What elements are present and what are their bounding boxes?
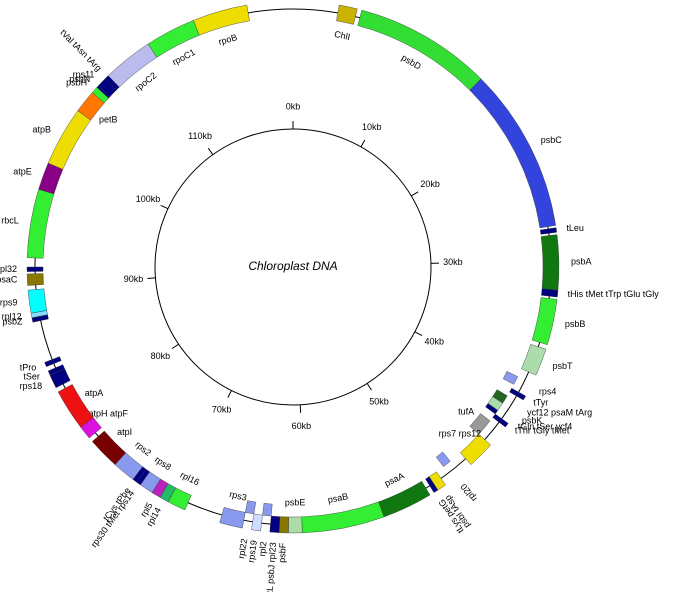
gene-label: rps18 — [20, 381, 43, 391]
gene-block — [193, 4, 250, 36]
gene-label: petL psbJ rpl23 — [264, 542, 278, 592]
gene-block — [269, 515, 281, 533]
gene-label: rpl2 — [257, 541, 269, 557]
gene-block — [425, 476, 439, 493]
gene-block — [57, 384, 94, 428]
gene-block — [44, 356, 62, 367]
gene-label: psaC — [0, 275, 18, 285]
gene-block — [47, 364, 65, 376]
ruler-label: 30kb — [443, 257, 463, 267]
gene-label: ChlI — [333, 29, 351, 42]
ruler-tick — [160, 204, 169, 210]
gene-label: tThr tGly tMet — [515, 426, 570, 436]
gene-block — [26, 273, 44, 286]
gene-label: tHis tMet tTrp tGlu tGly — [568, 289, 660, 299]
gene-block — [531, 297, 558, 346]
gene-label: rps4 — [539, 387, 557, 397]
gene-block — [262, 503, 273, 517]
gene-block — [245, 500, 256, 515]
gene-block — [509, 387, 526, 401]
gene-block — [541, 288, 559, 298]
gene-label: ycf12 psaM tArg — [527, 408, 592, 418]
gene-block — [27, 288, 48, 314]
ruler-tick — [411, 191, 419, 197]
gene-label: rps9 — [0, 298, 17, 308]
gene-label: atpA — [85, 388, 104, 398]
ruler-label: 40kb — [425, 336, 445, 346]
gene-label: rpl22 — [236, 538, 249, 559]
gene-label: psbT — [553, 361, 574, 371]
gene-block — [492, 413, 509, 428]
gene-block — [435, 451, 451, 467]
gene-label: atpI — [117, 427, 132, 437]
gene-label: psbB — [565, 319, 586, 329]
ruler-label: 0kb — [286, 101, 301, 111]
gene-block — [26, 266, 44, 272]
ruler-tick — [171, 343, 179, 350]
ruler-tick — [360, 139, 366, 148]
gene-block — [219, 507, 246, 529]
gene-block — [502, 371, 518, 385]
ruler-label: 70kb — [212, 405, 232, 415]
ruler-tick — [207, 147, 214, 155]
gene-block — [469, 413, 491, 435]
gene-block — [540, 234, 560, 291]
gene-label: tSer — [23, 371, 40, 381]
ruler-label: 80kb — [151, 351, 171, 361]
ruler-label: 20kb — [420, 179, 440, 189]
gene-block — [91, 430, 126, 465]
ruler-tick — [366, 383, 372, 391]
gene-label: rps3 — [228, 489, 247, 503]
gene-label: psbA — [571, 257, 592, 267]
gene-label: atpH atpF — [89, 408, 129, 418]
gene-label: petB — [99, 114, 118, 124]
gene-label: psbZ — [3, 316, 24, 326]
ruler-tick — [414, 331, 423, 336]
gene-label: rbcL — [1, 215, 19, 225]
gene-label: rpl32 — [0, 264, 17, 274]
gene-label: rps19 — [246, 540, 259, 564]
ruler-tick — [227, 390, 232, 398]
gene-label: psaB — [327, 491, 349, 505]
gene-label: psbN — [69, 74, 90, 84]
gene-block — [540, 227, 557, 235]
gene-label: psbK — [522, 416, 543, 426]
gene-label: psbE — [285, 497, 306, 507]
gene-label: psbC — [541, 135, 563, 145]
gene-block — [460, 434, 491, 465]
gene-label: psbF — [277, 542, 288, 563]
ruler-tick — [147, 277, 156, 279]
gene-label: tLeu — [566, 223, 584, 233]
ruler-label: 50kb — [369, 396, 389, 406]
gene-label: rps7 rps12 — [439, 428, 482, 438]
gene-label: psbH — [66, 78, 87, 88]
ruler-label: 10kb — [362, 122, 382, 132]
gene-label: tufA — [458, 407, 474, 417]
gene-block — [521, 344, 547, 376]
gene-label: rpl12 — [2, 312, 22, 322]
gene-label: atpE — [13, 166, 32, 176]
gene-label: atpB — [33, 124, 52, 134]
gene-block — [336, 4, 358, 25]
gene-label: tGln tSer ycf4 — [518, 422, 573, 432]
gene-block — [485, 403, 499, 415]
gene-block — [288, 516, 303, 534]
ruler-label: 60kb — [292, 421, 312, 431]
ruler-label: 100kb — [136, 194, 161, 204]
gene-block — [278, 516, 289, 534]
gene-label: rps11 — [73, 70, 95, 80]
ruler-label: 90kb — [124, 274, 144, 284]
ruler-label: 110kb — [188, 131, 212, 141]
map-title: Chloroplast DNA — [248, 259, 337, 273]
gene-label: tPro — [20, 363, 37, 373]
gene-block — [469, 78, 556, 229]
gene-label: tTyr — [533, 397, 548, 407]
